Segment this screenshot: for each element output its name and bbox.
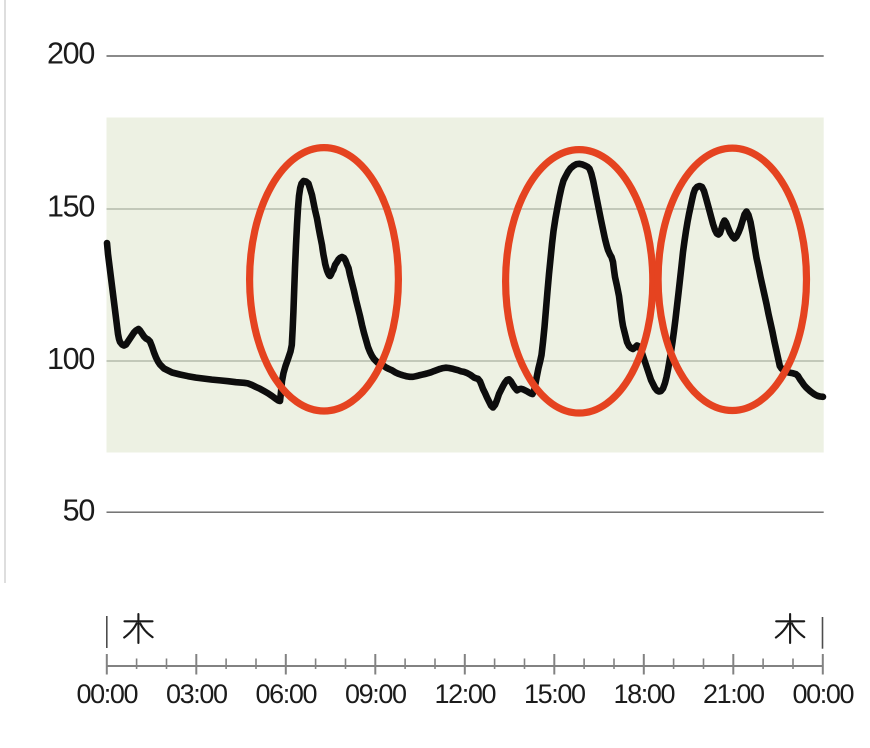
svg-text:50: 50 (63, 494, 95, 528)
svg-text:03:00: 03:00 (166, 679, 227, 709)
svg-text:12:00: 12:00 (435, 679, 496, 709)
svg-text:00:00: 00:00 (77, 679, 138, 709)
svg-text:200: 200 (47, 37, 94, 71)
svg-text:15:00: 15:00 (524, 679, 585, 709)
svg-text:00:00: 00:00 (793, 679, 854, 709)
svg-text:06:00: 06:00 (256, 679, 317, 709)
svg-text:09:00: 09:00 (345, 679, 406, 709)
svg-text:150: 150 (47, 190, 94, 224)
svg-text:18:00: 18:00 (614, 679, 675, 709)
svg-text:21:00: 21:00 (703, 679, 764, 709)
svg-text:100: 100 (47, 342, 94, 376)
